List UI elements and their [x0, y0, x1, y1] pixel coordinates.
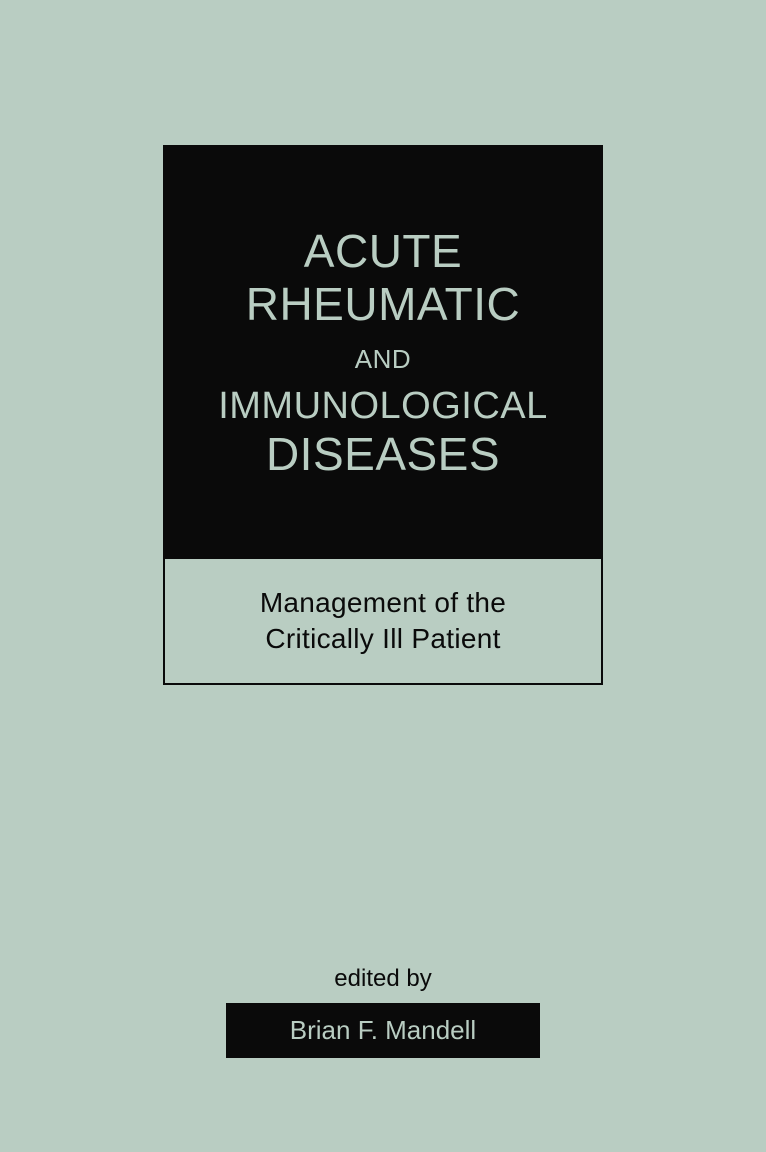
title-block: ACUTE RHEUMATIC AND IMMUNOLOGICAL DISEAS… [165, 147, 601, 559]
title-word-3: IMMUNOLOGICAL [218, 385, 548, 429]
title-connector: AND [355, 345, 411, 375]
title-word-1: ACUTE [304, 225, 462, 278]
editor-name: Brian F. Mandell [226, 1003, 540, 1058]
title-container: ACUTE RHEUMATIC AND IMMUNOLOGICAL DISEAS… [163, 145, 603, 685]
title-word-2: RHEUMATIC [246, 278, 521, 331]
editor-section: edited by Brian F. Mandell [226, 965, 540, 1058]
subtitle-line-1: Management of the [260, 585, 506, 621]
subtitle-block: Management of the Critically Ill Patient [165, 559, 601, 683]
subtitle-line-2: Critically Ill Patient [265, 621, 500, 657]
title-word-4: DISEASES [266, 428, 500, 481]
editor-label: edited by [226, 965, 540, 993]
